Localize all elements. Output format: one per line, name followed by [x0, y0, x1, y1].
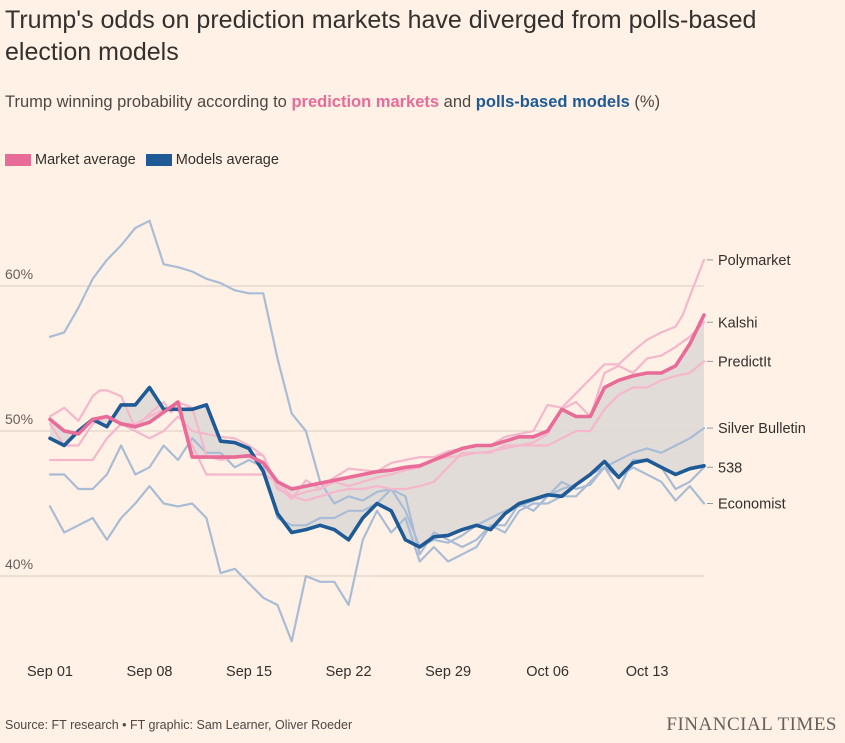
y-tick-label: 60% [5, 266, 33, 282]
series-line-polymarket [48, 258, 706, 501]
x-tick-label: Sep 22 [326, 664, 372, 680]
end-label-predictit: PredictIt [718, 354, 771, 370]
series-line-market-average [48, 313, 706, 491]
subtitle-suffix: (%) [629, 93, 661, 111]
subtitle-middle: and [439, 93, 476, 111]
x-tick-label: Sep 08 [127, 664, 173, 680]
legend-label-models-average: Models average [175, 152, 279, 168]
series-line-economist [48, 466, 706, 643]
end-label-polymarket: Polymarket [718, 253, 791, 269]
x-tick-label: Sep 29 [425, 664, 471, 680]
end-labels: Polymarket Kalshi PredictIt Silver Bulletin… [707, 253, 806, 513]
legend-item-market-average: Market average [5, 152, 136, 168]
x-tick-label: Oct 06 [526, 664, 569, 680]
series-line-predictit [48, 360, 706, 502]
y-tick-label: 50% [5, 411, 33, 427]
chart-subtitle: Trump winning probability according to p… [5, 93, 660, 112]
x-tick-label: Sep 01 [27, 664, 73, 680]
ft-logo: FINANCIAL TIMES [666, 714, 837, 735]
legend-item-models-average: Models average [145, 152, 279, 168]
difference-band [50, 315, 704, 547]
end-label-kalshi: Kalshi [718, 315, 758, 331]
legend-swatch-market-average [5, 154, 31, 166]
x-tick-label: Oct 13 [626, 664, 669, 680]
subtitle-prefix: Trump winning probability according to [5, 93, 292, 111]
chart-legend: Market average Models average [5, 152, 289, 168]
end-label-economist: Economist [718, 497, 786, 513]
legend-swatch-models-average [145, 154, 172, 166]
subtitle-models: polls-based models [475, 93, 630, 111]
end-label-silver-bulletin: Silver Bulletin [718, 421, 806, 437]
subtitle-markets: prediction markets [291, 93, 440, 111]
y-tick-label: 40% [5, 556, 33, 572]
series-line-kalshi [48, 321, 706, 498]
x-tick-label: Sep 15 [226, 664, 272, 680]
legend-label-market-average: Market average [35, 152, 136, 168]
source-note: Source: FT research • FT graphic: Sam Le… [5, 718, 353, 732]
series-lines [48, 219, 706, 643]
series-line-models-average [48, 385, 706, 549]
chart-title: Trump's odds on prediction markets have … [5, 6, 757, 66]
end-label-538: 538 [718, 460, 742, 476]
x-axis: Sep 01 Sep 08 Sep 15 Sep 22 Sep 29 Oct 06 Oct … [27, 664, 668, 680]
